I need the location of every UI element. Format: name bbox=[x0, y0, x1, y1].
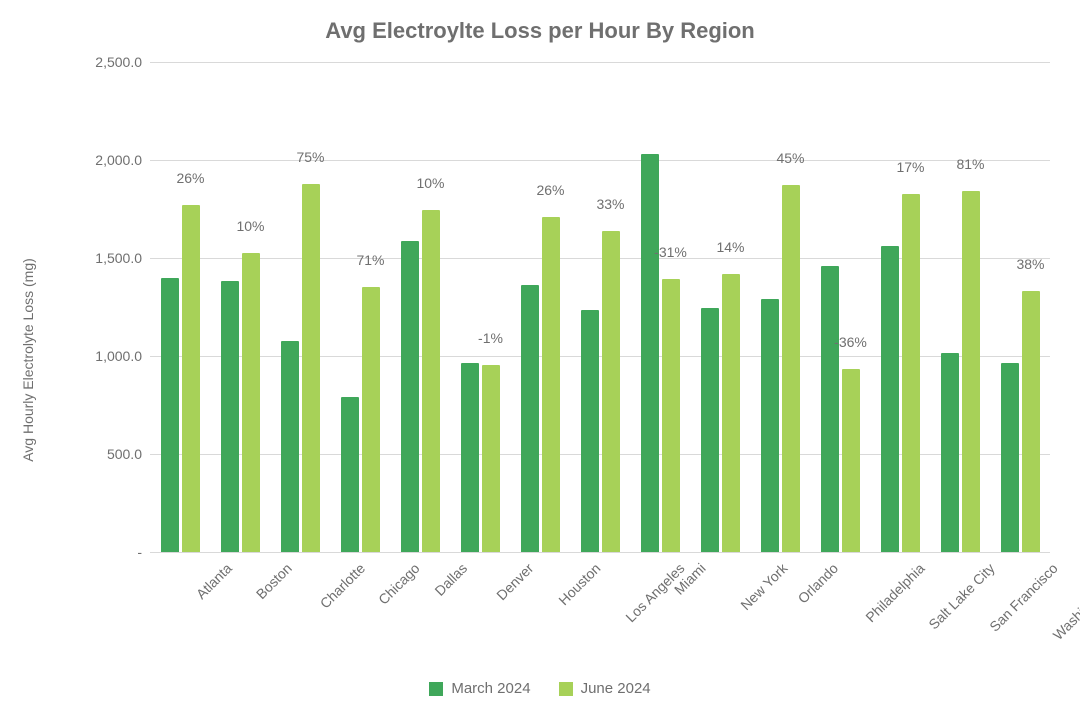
bar-group: 38% bbox=[990, 62, 1050, 552]
y-axis-label: Avg Hourly Electrolyte Loss (mg) bbox=[20, 258, 36, 462]
y-tick-label: - bbox=[70, 544, 142, 560]
bar-june bbox=[302, 184, 320, 552]
bars-container: 26% 10% 75% 71% 10% -1% 26% 33% -31% 14% 45% -36% 17… bbox=[150, 62, 1050, 552]
legend: March 2024 June 2024 bbox=[0, 680, 1080, 701]
bar-june bbox=[962, 191, 980, 552]
bar-june bbox=[422, 210, 440, 552]
bar-march bbox=[401, 241, 419, 552]
bar-march bbox=[581, 310, 599, 552]
bar-group: 33% bbox=[570, 62, 630, 552]
pct-change-label: -31% bbox=[654, 244, 687, 260]
bar-march bbox=[641, 154, 659, 552]
bar-group: 10% bbox=[210, 62, 270, 552]
bar-june bbox=[602, 231, 620, 552]
pct-change-label: -1% bbox=[478, 330, 503, 346]
pct-change-label: 26% bbox=[536, 182, 564, 198]
pct-change-label: 26% bbox=[176, 170, 204, 186]
bar-june bbox=[482, 365, 500, 552]
pct-change-label: 71% bbox=[356, 252, 384, 268]
x-label-cell: Los Angeles bbox=[570, 552, 630, 652]
bar-march bbox=[341, 397, 359, 552]
bar-june bbox=[1022, 291, 1040, 552]
bar-june bbox=[542, 217, 560, 552]
bar-march bbox=[941, 353, 959, 552]
y-tick-label: 2,000.0 bbox=[70, 152, 142, 168]
x-label-cell: Philadelphia bbox=[810, 552, 870, 652]
pct-change-label: 33% bbox=[596, 196, 624, 212]
legend-item: March 2024 bbox=[429, 680, 530, 697]
x-label-cell: Miami bbox=[630, 552, 690, 652]
bar-group: 26% bbox=[150, 62, 210, 552]
bar-june bbox=[182, 205, 200, 552]
x-label-cell: Salt Lake City bbox=[870, 552, 930, 652]
bar-march bbox=[161, 278, 179, 552]
bar-june bbox=[662, 279, 680, 552]
pct-change-label: 45% bbox=[776, 150, 804, 166]
pct-change-label: 10% bbox=[236, 218, 264, 234]
bar-june bbox=[902, 194, 920, 552]
bar-group: 71% bbox=[330, 62, 390, 552]
x-label-cell: San Francisco bbox=[930, 552, 990, 652]
x-label-cell: Charlotte bbox=[270, 552, 330, 652]
bar-march bbox=[761, 299, 779, 552]
legend-label: March 2024 bbox=[451, 680, 530, 697]
y-tick-label: 1,000.0 bbox=[70, 348, 142, 364]
bar-group: 81% bbox=[930, 62, 990, 552]
x-label-cell: Chicago bbox=[330, 552, 390, 652]
pct-change-label: 10% bbox=[416, 175, 444, 191]
bar-march bbox=[281, 341, 299, 552]
y-tick-label: 2,500.0 bbox=[70, 54, 142, 70]
bar-group: 26% bbox=[510, 62, 570, 552]
bar-group: 17% bbox=[870, 62, 930, 552]
bar-june bbox=[842, 369, 860, 552]
bar-june bbox=[362, 287, 380, 552]
x-label-cell: Orlando bbox=[750, 552, 810, 652]
x-labels: AtlantaBostonCharlotteChicagoDallasDenve… bbox=[150, 552, 1050, 652]
bar-june bbox=[722, 274, 740, 552]
pct-change-label: 14% bbox=[716, 239, 744, 255]
bar-group: -36% bbox=[810, 62, 870, 552]
bar-group: 10% bbox=[390, 62, 450, 552]
bar-march bbox=[881, 246, 899, 552]
bar-group: 75% bbox=[270, 62, 330, 552]
bar-group: 14% bbox=[690, 62, 750, 552]
legend-label: June 2024 bbox=[581, 680, 651, 697]
x-label-cell: Washington, DC bbox=[990, 552, 1050, 652]
bar-march bbox=[1001, 363, 1019, 552]
x-label-cell: Denver bbox=[450, 552, 510, 652]
chart-title: Avg Electroylte Loss per Hour By Region bbox=[0, 18, 1080, 44]
bar-march bbox=[821, 266, 839, 552]
legend-swatch bbox=[559, 682, 573, 696]
bar-group: -1% bbox=[450, 62, 510, 552]
pct-change-label: 17% bbox=[896, 159, 924, 175]
pct-change-label: 38% bbox=[1016, 256, 1044, 272]
pct-change-label: -36% bbox=[834, 334, 867, 350]
bar-june bbox=[782, 185, 800, 552]
x-label-cell: Dallas bbox=[390, 552, 450, 652]
bar-march bbox=[461, 363, 479, 552]
x-label-cell: Houston bbox=[510, 552, 570, 652]
bar-june bbox=[242, 253, 260, 552]
pct-change-label: 81% bbox=[956, 156, 984, 172]
pct-change-label: 75% bbox=[296, 149, 324, 165]
bar-march bbox=[701, 308, 719, 552]
x-label-cell: Atlanta bbox=[150, 552, 210, 652]
x-label-cell: Boston bbox=[210, 552, 270, 652]
x-label-cell: New York bbox=[690, 552, 750, 652]
plot-area: 26% 10% 75% 71% 10% -1% 26% 33% -31% 14% 45% -36% 17… bbox=[150, 62, 1050, 552]
bar-group: -31% bbox=[630, 62, 690, 552]
bar-march bbox=[521, 285, 539, 552]
y-tick-label: 1,500.0 bbox=[70, 250, 142, 266]
y-tick-label: 500.0 bbox=[70, 446, 142, 462]
bar-group: 45% bbox=[750, 62, 810, 552]
legend-item: June 2024 bbox=[559, 680, 651, 697]
bar-march bbox=[221, 281, 239, 552]
electrolyte-chart: Avg Electroylte Loss per Hour By Region … bbox=[0, 0, 1080, 720]
legend-swatch bbox=[429, 682, 443, 696]
